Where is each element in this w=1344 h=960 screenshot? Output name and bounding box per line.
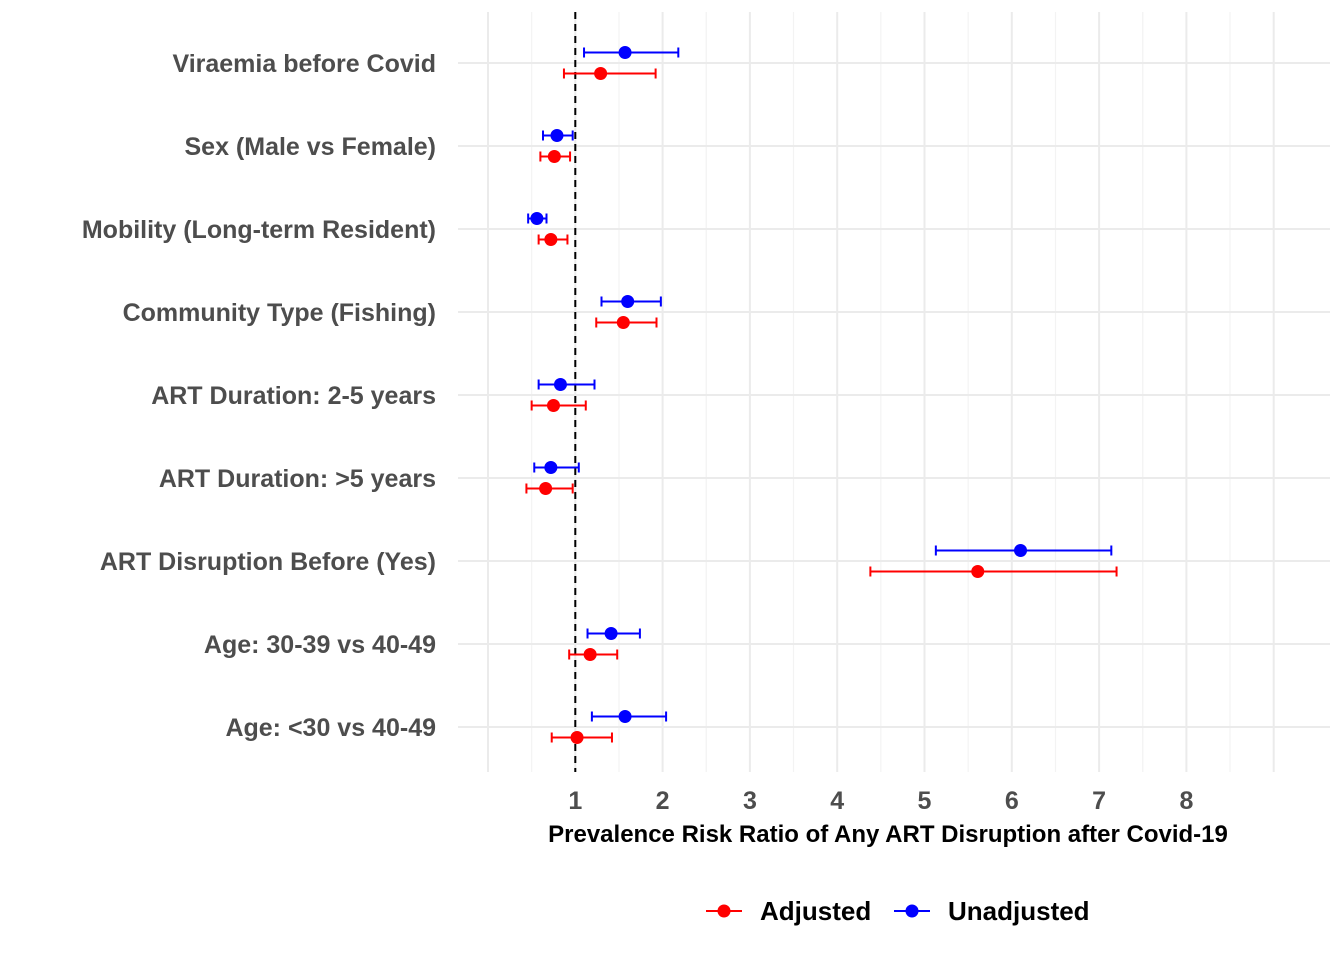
- x-tick-label: 3: [743, 787, 757, 815]
- legend-item-unadjusted: Unadjusted: [894, 896, 1090, 926]
- x-tick-label: 7: [1092, 787, 1106, 815]
- point-estimate: [604, 627, 618, 640]
- x-tick-labels: 1 2 3 4 5 6 7 8: [568, 787, 1193, 815]
- x-tick-label: 5: [918, 787, 932, 815]
- legend: Adjusted Unadjusted: [706, 896, 1090, 926]
- x-tick-label: 6: [1005, 787, 1019, 815]
- point-estimate: [550, 129, 564, 142]
- category-labels: Viraemia before Covid Sex (Male vs Female…: [82, 50, 436, 742]
- point-estimate: [544, 461, 558, 474]
- legend-item-adjusted: Adjusted: [706, 896, 871, 926]
- point-estimate: [594, 67, 608, 80]
- category-label: Community Type (Fishing): [123, 299, 436, 327]
- series-adjusted: [525, 67, 1118, 744]
- point-estimate: [583, 648, 597, 661]
- x-tick-label: 2: [656, 787, 670, 815]
- point-estimate: [544, 233, 558, 246]
- category-label: ART Duration: 2-5 years: [151, 382, 436, 410]
- point-estimate: [530, 212, 544, 225]
- point-estimate: [971, 565, 985, 578]
- point-estimate: [1014, 544, 1028, 557]
- category-label: Mobility (Long-term Resident): [82, 216, 436, 244]
- point-estimate: [539, 482, 553, 495]
- grid: [458, 12, 1330, 772]
- category-label: Age: <30 vs 40-49: [225, 714, 436, 742]
- category-label: Age: 30-39 vs 40-49: [204, 631, 436, 659]
- point-estimate: [547, 150, 561, 163]
- point-estimate: [616, 316, 630, 329]
- legend-label: Adjusted: [760, 896, 871, 926]
- point-estimate: [618, 46, 632, 59]
- category-label: ART Duration: >5 years: [159, 465, 436, 493]
- x-axis-title: Prevalence Risk Ratio of Any ART Disrupt…: [548, 821, 1228, 848]
- legend-key-point: [717, 904, 731, 918]
- legend-key-point: [905, 904, 919, 918]
- point-estimate: [553, 378, 567, 391]
- series-marks: [525, 46, 1118, 744]
- x-tick-label: 8: [1179, 787, 1193, 815]
- legend-label: Unadjusted: [948, 896, 1090, 926]
- point-estimate: [618, 710, 632, 723]
- x-tick-label: 4: [830, 787, 844, 815]
- point-estimate: [621, 295, 635, 308]
- category-label: Viraemia before Covid: [172, 50, 436, 78]
- category-label: Sex (Male vs Female): [184, 133, 436, 161]
- point-estimate: [570, 731, 584, 744]
- x-tick-label: 1: [568, 787, 582, 815]
- series-unadjusted: [527, 46, 1113, 723]
- point-estimate: [546, 399, 560, 412]
- category-label: ART Disruption Before (Yes): [100, 548, 436, 576]
